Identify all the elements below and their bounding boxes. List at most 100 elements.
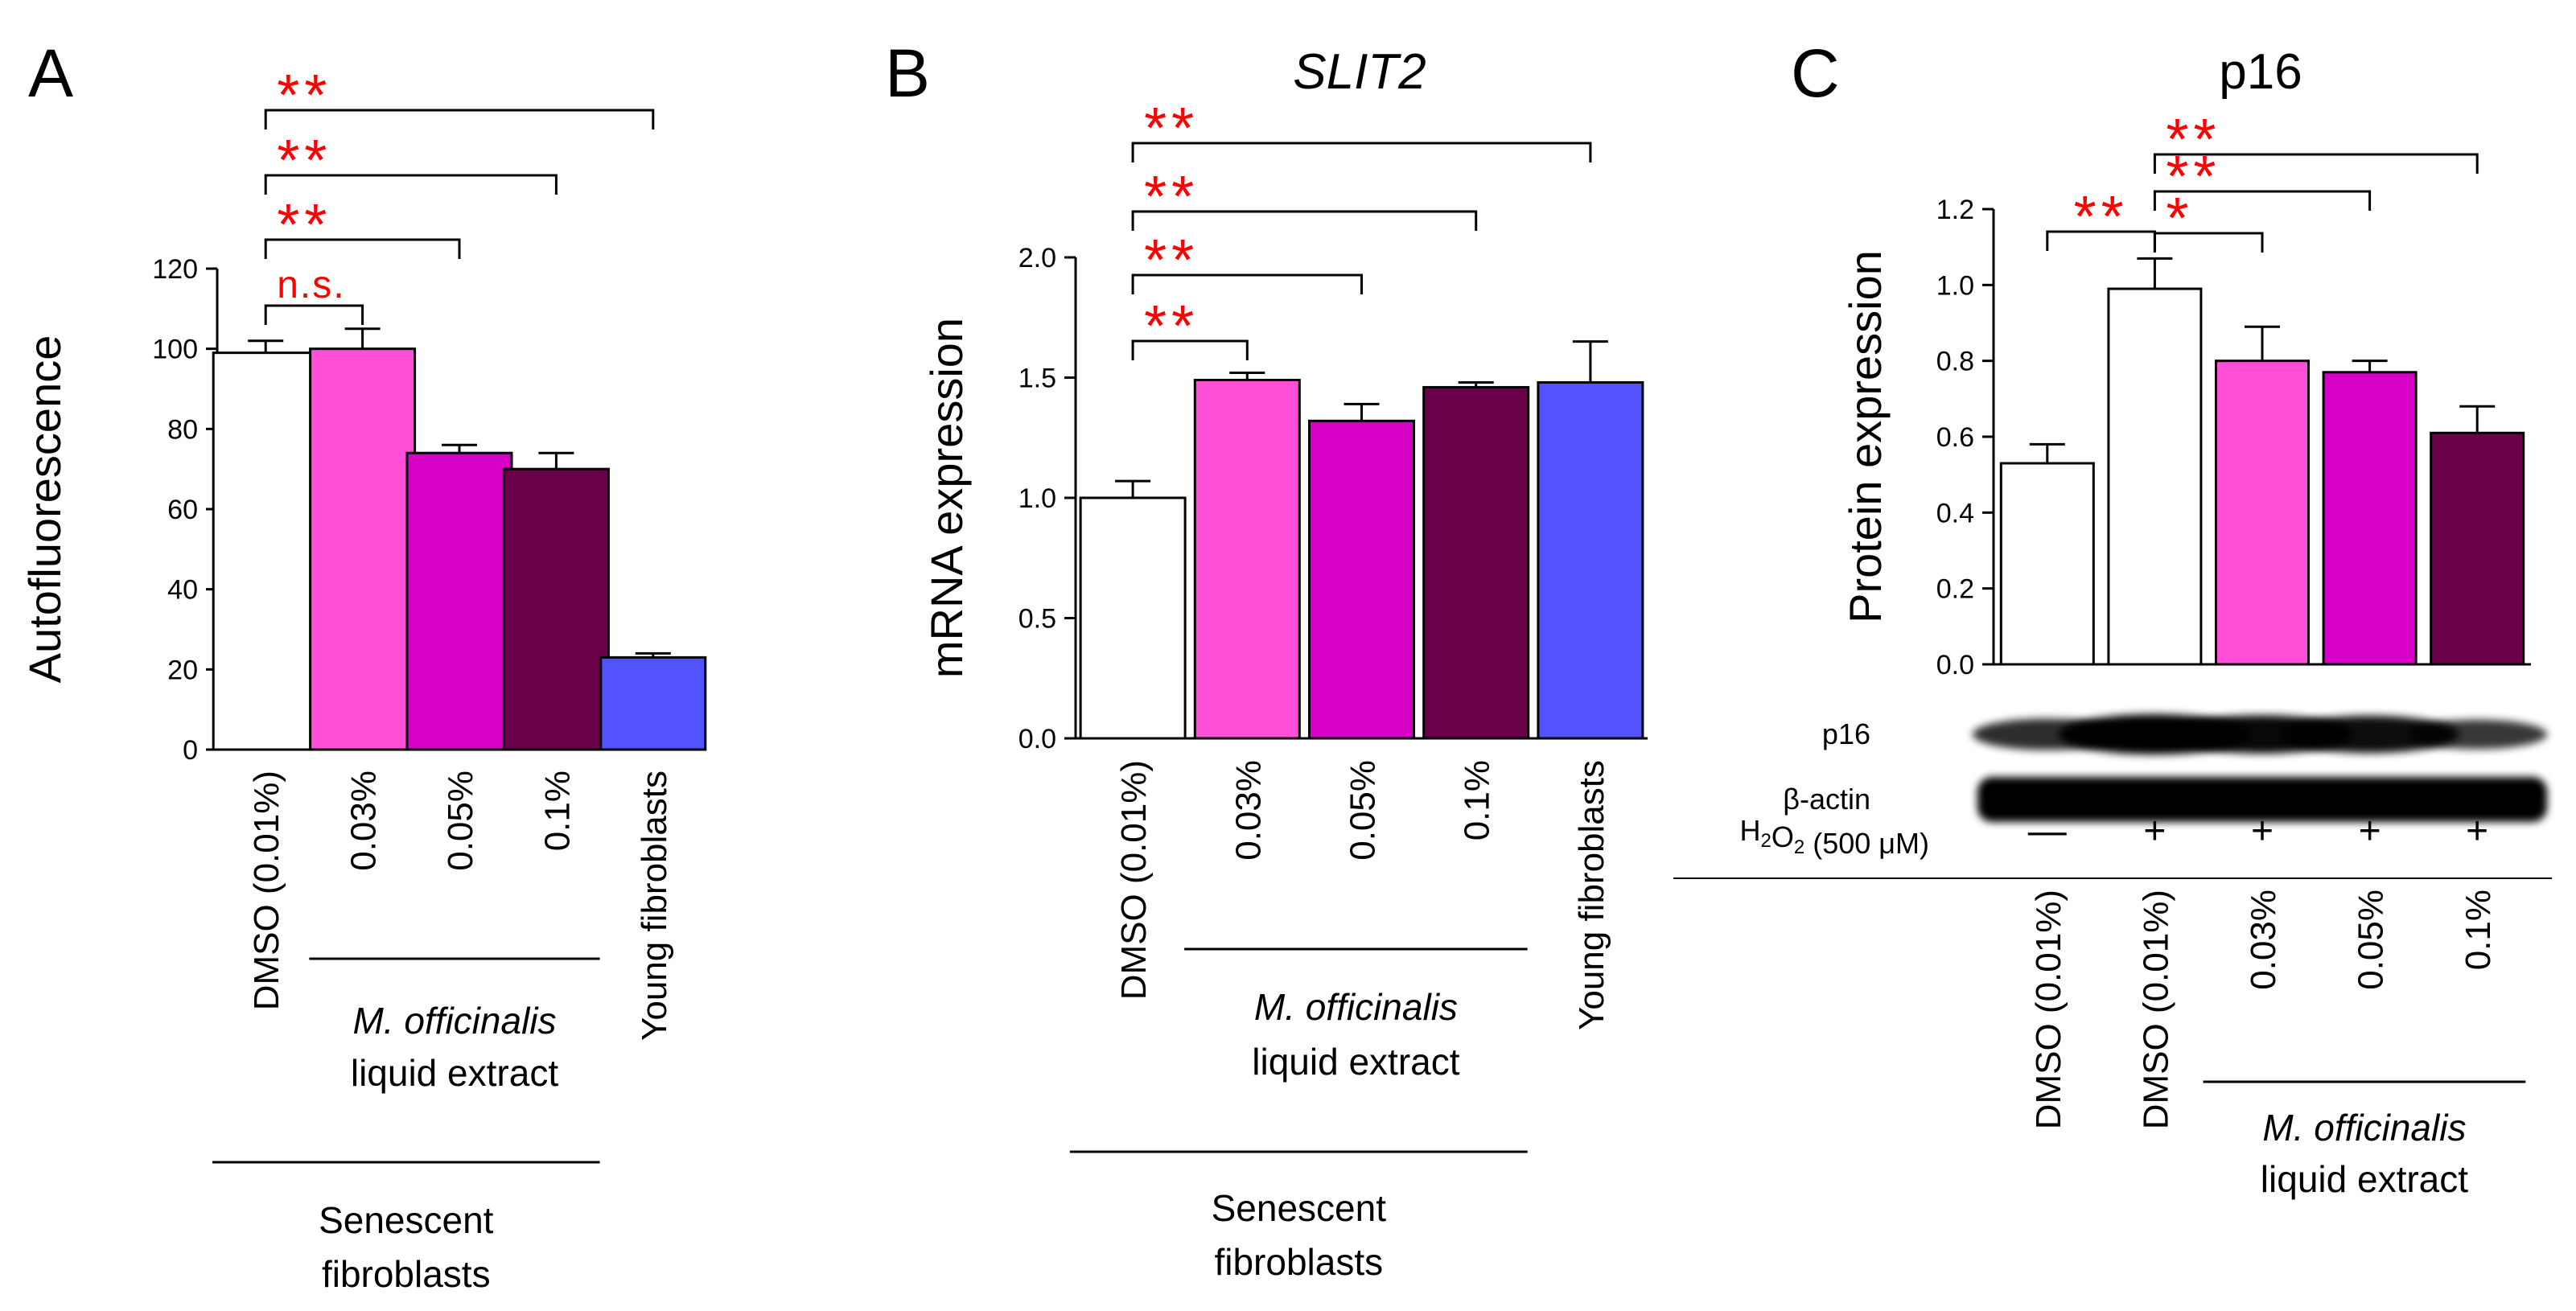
y-tick-label: 1.5: [1018, 364, 1056, 394]
y-axis-label: Protein expression: [1840, 250, 1891, 623]
bar-3: [2322, 371, 2418, 666]
group-label-1-line2: fibroblasts: [1214, 1241, 1383, 1283]
bar-1: [2107, 287, 2203, 666]
treatment-label-label_suffix: (500 μM): [1804, 827, 1929, 860]
bar-3: [502, 467, 610, 751]
group-label-0-line2: liquid extract: [2261, 1158, 2468, 1200]
significance-label-0: **: [2074, 185, 2129, 249]
y-tick-label: 1.0: [1018, 483, 1056, 514]
y-tick-label: 0.5: [1018, 604, 1056, 635]
bar-1: [309, 347, 417, 751]
significance-bracket-1: [2153, 232, 2264, 253]
chart-panel-b: B SLIT2 0.0 0.5 1.0 1.5 2.0 mRNA expression DMSO…: [885, 35, 1648, 1283]
y-tick-label: 1.0: [1936, 270, 1974, 301]
y-tick-label: 1.2: [1936, 195, 1974, 225]
treatment-label-label_mid: O: [1772, 820, 1794, 853]
significance-bracket-0: [264, 304, 364, 325]
significance-label-3: **: [2166, 108, 2220, 172]
y-tick-label: 0.0: [1936, 650, 1974, 680]
category-label-1: 0.03%: [1228, 760, 1268, 861]
group-label-1-line1: Senescent: [319, 1199, 494, 1241]
bar-0: [1079, 496, 1187, 740]
blot-band-p16-4: [2407, 719, 2548, 750]
blot-band-p16-3: [2280, 715, 2459, 754]
bar-4: [2430, 431, 2525, 666]
bar-2: [405, 451, 513, 751]
chart-panel-a: A 0 20 40 60 80 100 120 Autofluorescence DMSO (0.…: [19, 35, 707, 1295]
significance-label-1: **: [277, 193, 331, 257]
treatment-mark-0: —: [2028, 810, 2067, 853]
category-label-4: Young fibroblasts: [635, 771, 674, 1041]
group-label-0-line1: M. officinalis: [1254, 986, 1458, 1028]
treatment-label-label_sub2: 2: [1794, 836, 1804, 858]
bar-2: [2215, 360, 2310, 666]
group-label-0-line2: liquid extract: [351, 1052, 558, 1094]
y-tick-label: 20: [167, 655, 198, 685]
bar-4: [1537, 380, 1644, 740]
bar-0: [1999, 462, 2095, 666]
bar-0: [212, 351, 319, 751]
significance-label-2: **: [1144, 165, 1199, 229]
significance-label-2: **: [277, 129, 331, 193]
bar-2: [1308, 419, 1415, 740]
group-label-1-line1: Senescent: [1212, 1187, 1387, 1229]
category-label-1: DMSO (0.01%): [2136, 890, 2175, 1129]
y-tick-label: 0.2: [1936, 574, 1974, 605]
panel-label-a: A: [28, 35, 73, 111]
chart-title: SLIT2: [1293, 44, 1426, 100]
category-label-0: DMSO (0.01%): [1114, 760, 1154, 1000]
bar-4: [599, 656, 707, 751]
treatment-mark-4: +: [2466, 810, 2488, 853]
category-label-3: 0.1%: [1458, 760, 1497, 840]
significance-bracket-1: [264, 238, 461, 259]
y-axis-label: Autofluorescence: [19, 335, 70, 684]
category-label-0: DMSO (0.01%): [247, 771, 286, 1010]
significance-label-0: n.s.: [277, 264, 345, 306]
group-label-0-line1: M. officinalis: [352, 1000, 556, 1042]
blot-band-actin: [1977, 777, 2547, 822]
y-tick-label: 120: [152, 254, 198, 285]
group-label-1-line2: fibroblasts: [322, 1253, 491, 1295]
blot-row-label-0: p16: [1822, 717, 1870, 750]
y-tick-label: 2.0: [1018, 243, 1056, 273]
y-axis-label: mRNA expression: [921, 318, 972, 678]
treatment-mark-3: +: [2359, 810, 2381, 853]
chart-title: p16: [2219, 44, 2302, 100]
treatment-label: H2O2 (500 μM): [1739, 814, 1929, 860]
significance-bracket-3: [2153, 153, 2479, 174]
y-tick-label: 0.4: [1936, 498, 1974, 528]
panel-label-c: C: [1791, 35, 1840, 111]
significance-label-1: **: [1144, 228, 1199, 293]
y-tick-label: 80: [167, 414, 198, 445]
significance-label-0: **: [1144, 294, 1199, 359]
blot-row-label-1: β-actin: [1783, 783, 1870, 816]
significance-bracket-3: [264, 109, 655, 129]
significance-bracket-1: [1131, 273, 1363, 294]
significance-bracket-2: [2153, 190, 2372, 211]
category-label-3: 0.05%: [2352, 890, 2391, 990]
y-tick-label: 60: [167, 495, 198, 525]
significance-label-3: **: [277, 64, 331, 128]
panel-label-b: B: [885, 35, 930, 111]
significance-label-3: **: [1144, 97, 1199, 161]
y-tick-label: 100: [152, 335, 198, 365]
y-tick-label: 0: [183, 735, 198, 766]
category-label-2: 0.03%: [2244, 890, 2283, 990]
y-tick-label: 40: [167, 575, 198, 606]
group-label-0-line1: M. officinalis: [2262, 1107, 2466, 1149]
category-label-0: DMSO (0.01%): [2029, 890, 2068, 1129]
treatment-label-label_sub1: 2: [1760, 830, 1771, 852]
treatment-mark-1: +: [2143, 810, 2166, 853]
category-label-1: 0.03%: [344, 771, 384, 871]
y-tick-label: 0.6: [1936, 422, 1974, 453]
treatment-label-label_prefix: H: [1739, 814, 1760, 847]
significance-bracket-2: [1131, 210, 1478, 231]
bar-3: [1422, 385, 1530, 740]
significance-label-1: *: [2166, 187, 2193, 251]
significance-bracket-2: [264, 174, 558, 195]
category-label-4: Young fibroblasts: [1572, 760, 1611, 1030]
treatment-mark-2: +: [2251, 810, 2274, 853]
category-label-2: 0.05%: [441, 771, 480, 871]
